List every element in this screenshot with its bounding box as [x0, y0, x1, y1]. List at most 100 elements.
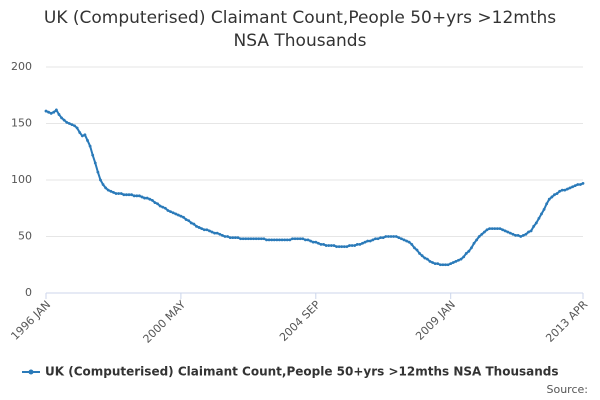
data-point: [376, 237, 380, 241]
data-point: [550, 195, 554, 199]
data-point: [563, 188, 567, 192]
data-point: [316, 241, 320, 245]
data-point: [400, 237, 403, 241]
data-point: [425, 257, 429, 261]
x-tick-label: 2009 JAN: [413, 298, 458, 343]
data-point: [99, 178, 102, 182]
data-point: [394, 235, 398, 238]
data-point: [96, 170, 100, 174]
data-point: [501, 228, 504, 232]
data-point: [451, 261, 455, 264]
data-point: [233, 236, 237, 240]
data-point: [119, 192, 123, 195]
data-point: [581, 181, 585, 185]
data-point: [579, 183, 582, 186]
data-point: [503, 229, 507, 233]
data-point: [176, 213, 180, 217]
data-point: [412, 246, 416, 250]
y-tick-label: 200: [11, 60, 32, 73]
data-point: [195, 224, 198, 228]
x-tick-label: 2000 MAY: [140, 298, 188, 346]
data-point: [179, 214, 183, 218]
data-point: [210, 230, 214, 234]
data-point: [366, 239, 370, 243]
data-point: [47, 110, 50, 114]
data-point: [449, 262, 453, 266]
data-point: [249, 237, 253, 241]
data-point: [355, 243, 359, 246]
data-point: [508, 231, 512, 235]
data-point: [571, 185, 575, 189]
data-point: [345, 245, 349, 249]
data-point: [488, 227, 492, 230]
data-point: [298, 237, 302, 241]
data-point: [106, 188, 110, 192]
data-point: [156, 202, 159, 206]
data-point: [137, 194, 141, 198]
data-point: [226, 235, 229, 238]
data-point: [566, 187, 569, 191]
data-point: [112, 191, 115, 194]
data-point: [363, 240, 367, 244]
data-point: [246, 237, 250, 241]
data-point: [91, 153, 95, 157]
data-point: [252, 237, 255, 241]
data-point: [547, 197, 551, 201]
data-point: [337, 245, 341, 249]
data-point: [319, 243, 323, 246]
data-point: [262, 237, 266, 241]
data-point: [205, 228, 209, 232]
data-point: [291, 237, 294, 241]
data-point: [166, 209, 170, 212]
data-point: [348, 244, 351, 247]
data-point: [309, 239, 313, 243]
data-point: [389, 235, 393, 238]
data-point: [54, 108, 58, 112]
data-point: [161, 205, 165, 209]
data-point: [223, 235, 227, 238]
data-point: [381, 236, 385, 240]
x-tick-label: 1996 JAN: [8, 298, 53, 343]
data-point: [472, 241, 476, 245]
data-point: [288, 238, 292, 242]
data-point: [374, 237, 377, 241]
data-point: [335, 245, 338, 249]
data-point: [49, 111, 53, 115]
data-point: [104, 186, 108, 190]
data-point: [358, 243, 362, 246]
data-point: [184, 218, 188, 221]
data-point: [498, 227, 502, 230]
data-point: [101, 183, 105, 186]
data-point: [558, 189, 562, 193]
data-point: [529, 229, 533, 233]
data-point: [470, 246, 473, 250]
data-point: [169, 210, 172, 214]
data-point: [420, 254, 424, 258]
data-point: [239, 237, 242, 241]
data-point: [80, 134, 84, 138]
data-point: [493, 227, 497, 230]
data-point: [542, 207, 546, 211]
data-point: [521, 233, 525, 237]
data-point: [332, 244, 336, 247]
data-point: [379, 236, 383, 240]
data-point: [257, 237, 261, 241]
data-point: [446, 263, 450, 267]
data-point: [52, 110, 56, 114]
legend-label: UK (Computerised) Claimant Count,People …: [45, 365, 559, 379]
data-point: [480, 232, 484, 236]
data-point: [283, 238, 287, 242]
data-point: [130, 193, 134, 197]
data-point: [438, 263, 442, 267]
data-point: [174, 212, 178, 216]
data-point: [423, 256, 427, 260]
legend-marker: [28, 369, 34, 375]
data-point: [527, 230, 530, 234]
data-point: [519, 235, 523, 238]
data-point: [384, 235, 388, 238]
data-point: [387, 235, 390, 238]
source: Source:: [547, 383, 589, 396]
data-point: [153, 201, 157, 205]
data-point: [78, 131, 82, 134]
